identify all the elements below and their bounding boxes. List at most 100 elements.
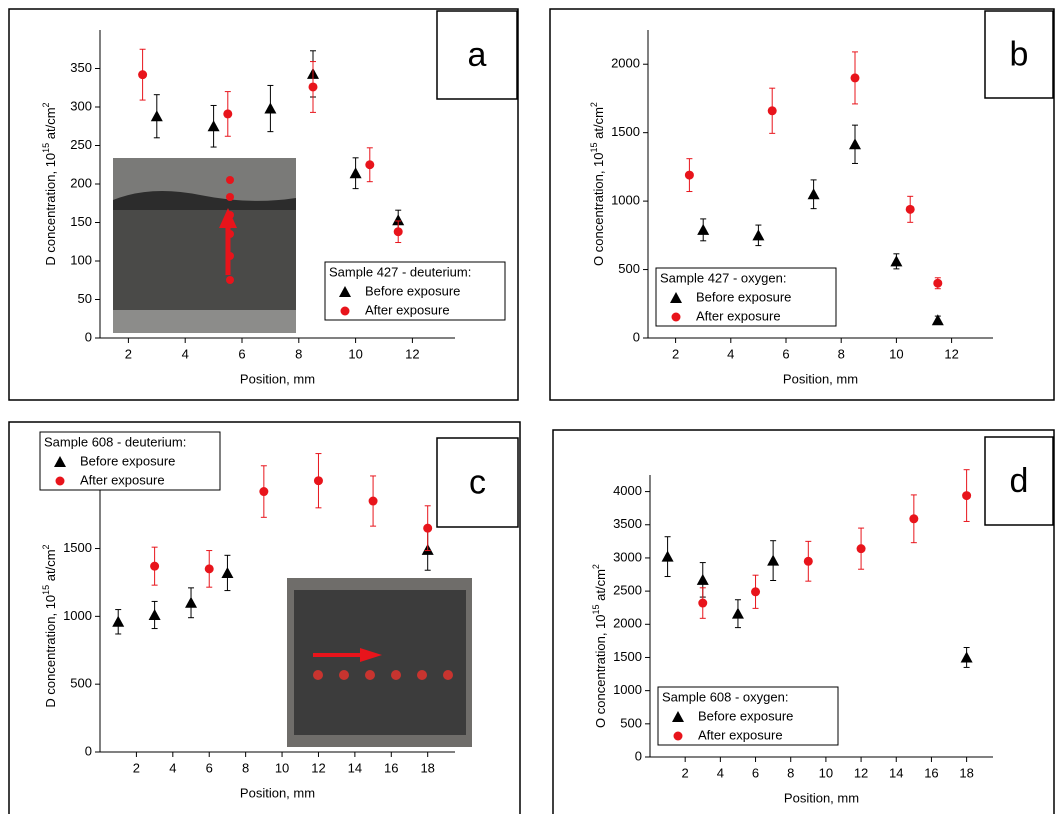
data-point [890,255,903,267]
y-tick-label: 1500 [63,540,92,555]
data-point [731,607,744,619]
y-axis-label-part: at/cm [593,569,608,604]
legend-marker [55,476,65,486]
data-point [661,550,674,562]
y-tick-label: 1500 [611,124,640,139]
data-point [349,167,362,179]
x-tick-label: 2 [682,765,689,780]
panel-label: b [1010,35,1029,73]
legend-label: After exposure [698,727,783,742]
y-tick-label: 1000 [613,682,642,697]
legend-label: After exposure [696,308,781,323]
legend-title: Sample 608 - deuterium: [44,434,186,449]
data-point [365,160,375,170]
data-point [684,170,694,180]
x-tick-label: 8 [838,346,845,361]
x-axis-label: Position, mm [240,371,315,386]
data-point [150,110,163,122]
legend-marker [340,306,350,316]
x-tick-label: 4 [182,346,189,361]
legend-label: Before exposure [698,708,793,723]
y-tick-label: 0 [633,329,640,344]
y-axis-label-part: at/cm [43,107,58,142]
x-axis-label: Position, mm [784,790,859,805]
data-point [150,561,160,571]
x-tick-label: 14 [348,760,362,775]
data-point [223,109,233,119]
data-point [204,564,214,574]
data-point [308,82,318,92]
data-point [751,587,761,597]
y-tick-label: 0 [85,743,92,758]
x-tick-label: 12 [311,760,325,775]
y-tick-label: 2000 [613,616,642,631]
data-point [933,278,943,288]
legend-marker [54,456,66,467]
data-point [767,106,777,116]
panel-frame [8,421,521,814]
y-axis-label-part: O concentration, 10 [593,614,608,727]
panel-frame [8,8,519,401]
legend-label: After exposure [80,472,165,487]
data-point [259,487,269,497]
y-axis-label-part: 15 [591,604,601,614]
x-tick-label: 6 [238,346,245,361]
x-tick-label: 10 [889,346,903,361]
y-tick-label: 0 [635,748,642,763]
x-tick-label: 14 [889,765,903,780]
y-axis-label-part: 2 [41,544,51,549]
y-tick-label: 4000 [613,483,642,498]
panel-label-box [436,437,519,528]
data-point [423,523,433,533]
legend-box [324,261,506,321]
data-point [393,227,403,237]
y-tick-label: 100 [70,252,92,267]
data-point [909,514,919,524]
x-tick-label: 2 [672,346,679,361]
legend-label: Before exposure [365,283,460,298]
panel-label: a [468,36,487,74]
x-tick-label: 6 [206,760,213,775]
y-tick-label: 300 [70,98,92,113]
x-tick-label: 10 [275,760,289,775]
y-tick-label: 150 [70,214,92,229]
y-tick-label: 500 [618,261,640,276]
y-tick-label: 1000 [611,193,640,208]
y-tick-label: 2500 [613,583,642,598]
y-tick-label: 1500 [613,649,642,664]
y-tick-label: 1000 [63,608,92,623]
panel-label-box [984,436,1054,526]
panel-frame [552,429,1055,814]
x-tick-label: 6 [782,346,789,361]
data-point [752,229,765,241]
x-tick-label: 10 [819,765,833,780]
data-point [696,573,709,585]
data-point [148,608,161,620]
panel-frame [549,8,1055,401]
x-tick-label: 18 [959,765,973,780]
y-axis-label-part: 2 [41,102,51,107]
inset-photo [113,158,296,333]
data-point [960,651,973,663]
data-point [392,214,405,226]
legend-label: Before exposure [696,289,791,304]
y-tick-label: 200 [70,175,92,190]
x-tick-label: 4 [727,346,734,361]
data-point [931,314,944,326]
panel-label-box [984,10,1054,99]
legend-marker [339,286,351,297]
data-point [368,496,378,506]
panel-label: d [1010,462,1029,500]
y-axis-label: O concentration, 1015 at/cm2 [589,102,606,266]
x-tick-label: 10 [348,346,362,361]
data-point [185,596,198,608]
y-axis-label-part: 15 [589,142,599,152]
y-tick-label: 3000 [613,549,642,564]
legend-title: Sample 427 - deuterium: [329,264,471,279]
data-point [807,188,820,200]
legend-title: Sample 427 - oxygen: [660,270,786,285]
legend-box [655,267,837,327]
data-point [803,556,813,566]
legend-marker [671,312,681,322]
